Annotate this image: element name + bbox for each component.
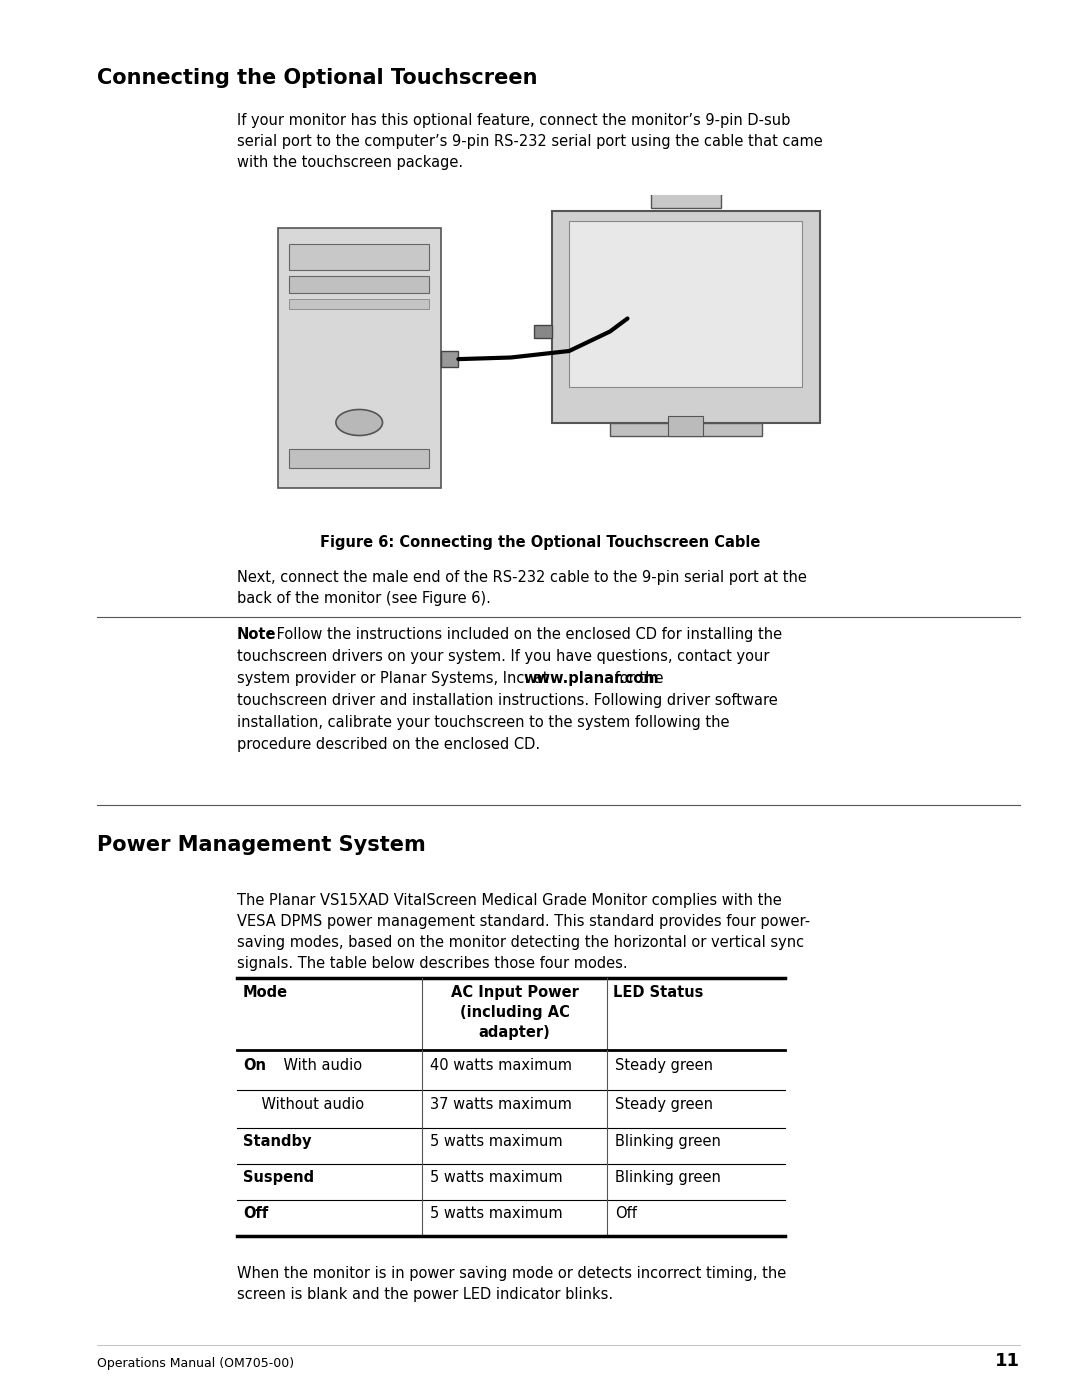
Text: : Follow the instructions included on the enclosed CD for installing the: : Follow the instructions included on th… — [267, 627, 782, 643]
Text: If your monitor has this optional feature, connect the monitor’s 9-pin D-sub: If your monitor has this optional featur… — [237, 113, 791, 129]
Bar — [289, 243, 429, 270]
Bar — [669, 182, 703, 189]
Bar — [289, 277, 429, 292]
Text: With audio: With audio — [265, 1058, 362, 1073]
Text: saving modes, based on the monitor detecting the horizontal or vertical sync: saving modes, based on the monitor detec… — [237, 935, 805, 950]
Text: Off: Off — [615, 1206, 637, 1221]
Text: back of the monitor (see Figure 6).: back of the monitor (see Figure 6). — [237, 591, 491, 606]
Text: 40 watts maximum: 40 watts maximum — [430, 1058, 572, 1073]
Text: Figure 6: Connecting the Optional Touchscreen Cable: Figure 6: Connecting the Optional Touchs… — [320, 535, 760, 550]
Bar — [289, 299, 429, 309]
Text: 37 watts maximum: 37 watts maximum — [430, 1097, 572, 1112]
Text: system provider or Planar Systems, Inc. at: system provider or Planar Systems, Inc. … — [237, 671, 553, 686]
Text: Operations Manual (OM705-00): Operations Manual (OM705-00) — [97, 1356, 294, 1370]
Text: Without audio: Without audio — [243, 1097, 364, 1112]
Text: VESA DPMS power management standard. This standard provides four power-: VESA DPMS power management standard. Thi… — [237, 914, 810, 929]
Text: procedure described on the enclosed CD.: procedure described on the enclosed CD. — [237, 738, 540, 752]
Text: with the touchscreen package.: with the touchscreen package. — [237, 155, 463, 170]
Text: The Planar VS15XAD VitalScreen Medical Grade Monitor complies with the: The Planar VS15XAD VitalScreen Medical G… — [237, 893, 782, 908]
Text: 5 watts maximum: 5 watts maximum — [430, 1134, 563, 1150]
Text: Blinking green: Blinking green — [615, 1134, 720, 1150]
Text: Suspend: Suspend — [243, 1171, 314, 1185]
Text: 5 watts maximum: 5 watts maximum — [430, 1206, 563, 1221]
Text: Mode: Mode — [243, 985, 288, 1000]
Text: Steady green: Steady green — [615, 1058, 713, 1073]
Circle shape — [336, 409, 382, 436]
Text: 5 watts maximum: 5 watts maximum — [430, 1171, 563, 1185]
Text: Power Management System: Power Management System — [97, 835, 426, 855]
Bar — [569, 221, 802, 387]
Bar — [289, 448, 429, 468]
Text: Off: Off — [243, 1206, 268, 1221]
Text: 11: 11 — [995, 1352, 1020, 1370]
Text: signals. The table below describes those four modes.: signals. The table below describes those… — [237, 956, 627, 971]
Text: Connecting the Optional Touchscreen: Connecting the Optional Touchscreen — [97, 68, 538, 88]
Bar — [651, 186, 720, 208]
Text: Note: Note — [237, 627, 276, 643]
Bar — [535, 326, 552, 338]
Text: LED Status: LED Status — [613, 985, 703, 1000]
Bar — [669, 416, 703, 436]
Text: installation, calibrate your touchscreen to the system following the: installation, calibrate your touchscreen… — [237, 715, 729, 731]
Bar — [278, 228, 441, 488]
Text: for the: for the — [610, 671, 663, 686]
Text: touchscreen drivers on your system. If you have questions, contact your: touchscreen drivers on your system. If y… — [237, 650, 769, 664]
Bar — [441, 351, 458, 367]
Text: www.planar.com: www.planar.com — [523, 671, 659, 686]
Text: Steady green: Steady green — [615, 1097, 713, 1112]
Text: AC Input Power
(including AC
adapter): AC Input Power (including AC adapter) — [450, 985, 579, 1039]
Text: Blinking green: Blinking green — [615, 1171, 720, 1185]
Bar — [552, 211, 820, 422]
Text: touchscreen driver and installation instructions. Following driver software: touchscreen driver and installation inst… — [237, 693, 778, 708]
Bar — [610, 422, 761, 436]
Text: Next, connect the male end of the RS-232 cable to the 9-pin serial port at the: Next, connect the male end of the RS-232… — [237, 570, 807, 585]
Text: Standby: Standby — [243, 1134, 311, 1150]
Text: On: On — [243, 1058, 266, 1073]
Text: serial port to the computer’s 9-pin RS-232 serial port using the cable that came: serial port to the computer’s 9-pin RS-2… — [237, 134, 823, 149]
Text: screen is blank and the power LED indicator blinks.: screen is blank and the power LED indica… — [237, 1287, 613, 1302]
Text: When the monitor is in power saving mode or detects incorrect timing, the: When the monitor is in power saving mode… — [237, 1266, 786, 1281]
